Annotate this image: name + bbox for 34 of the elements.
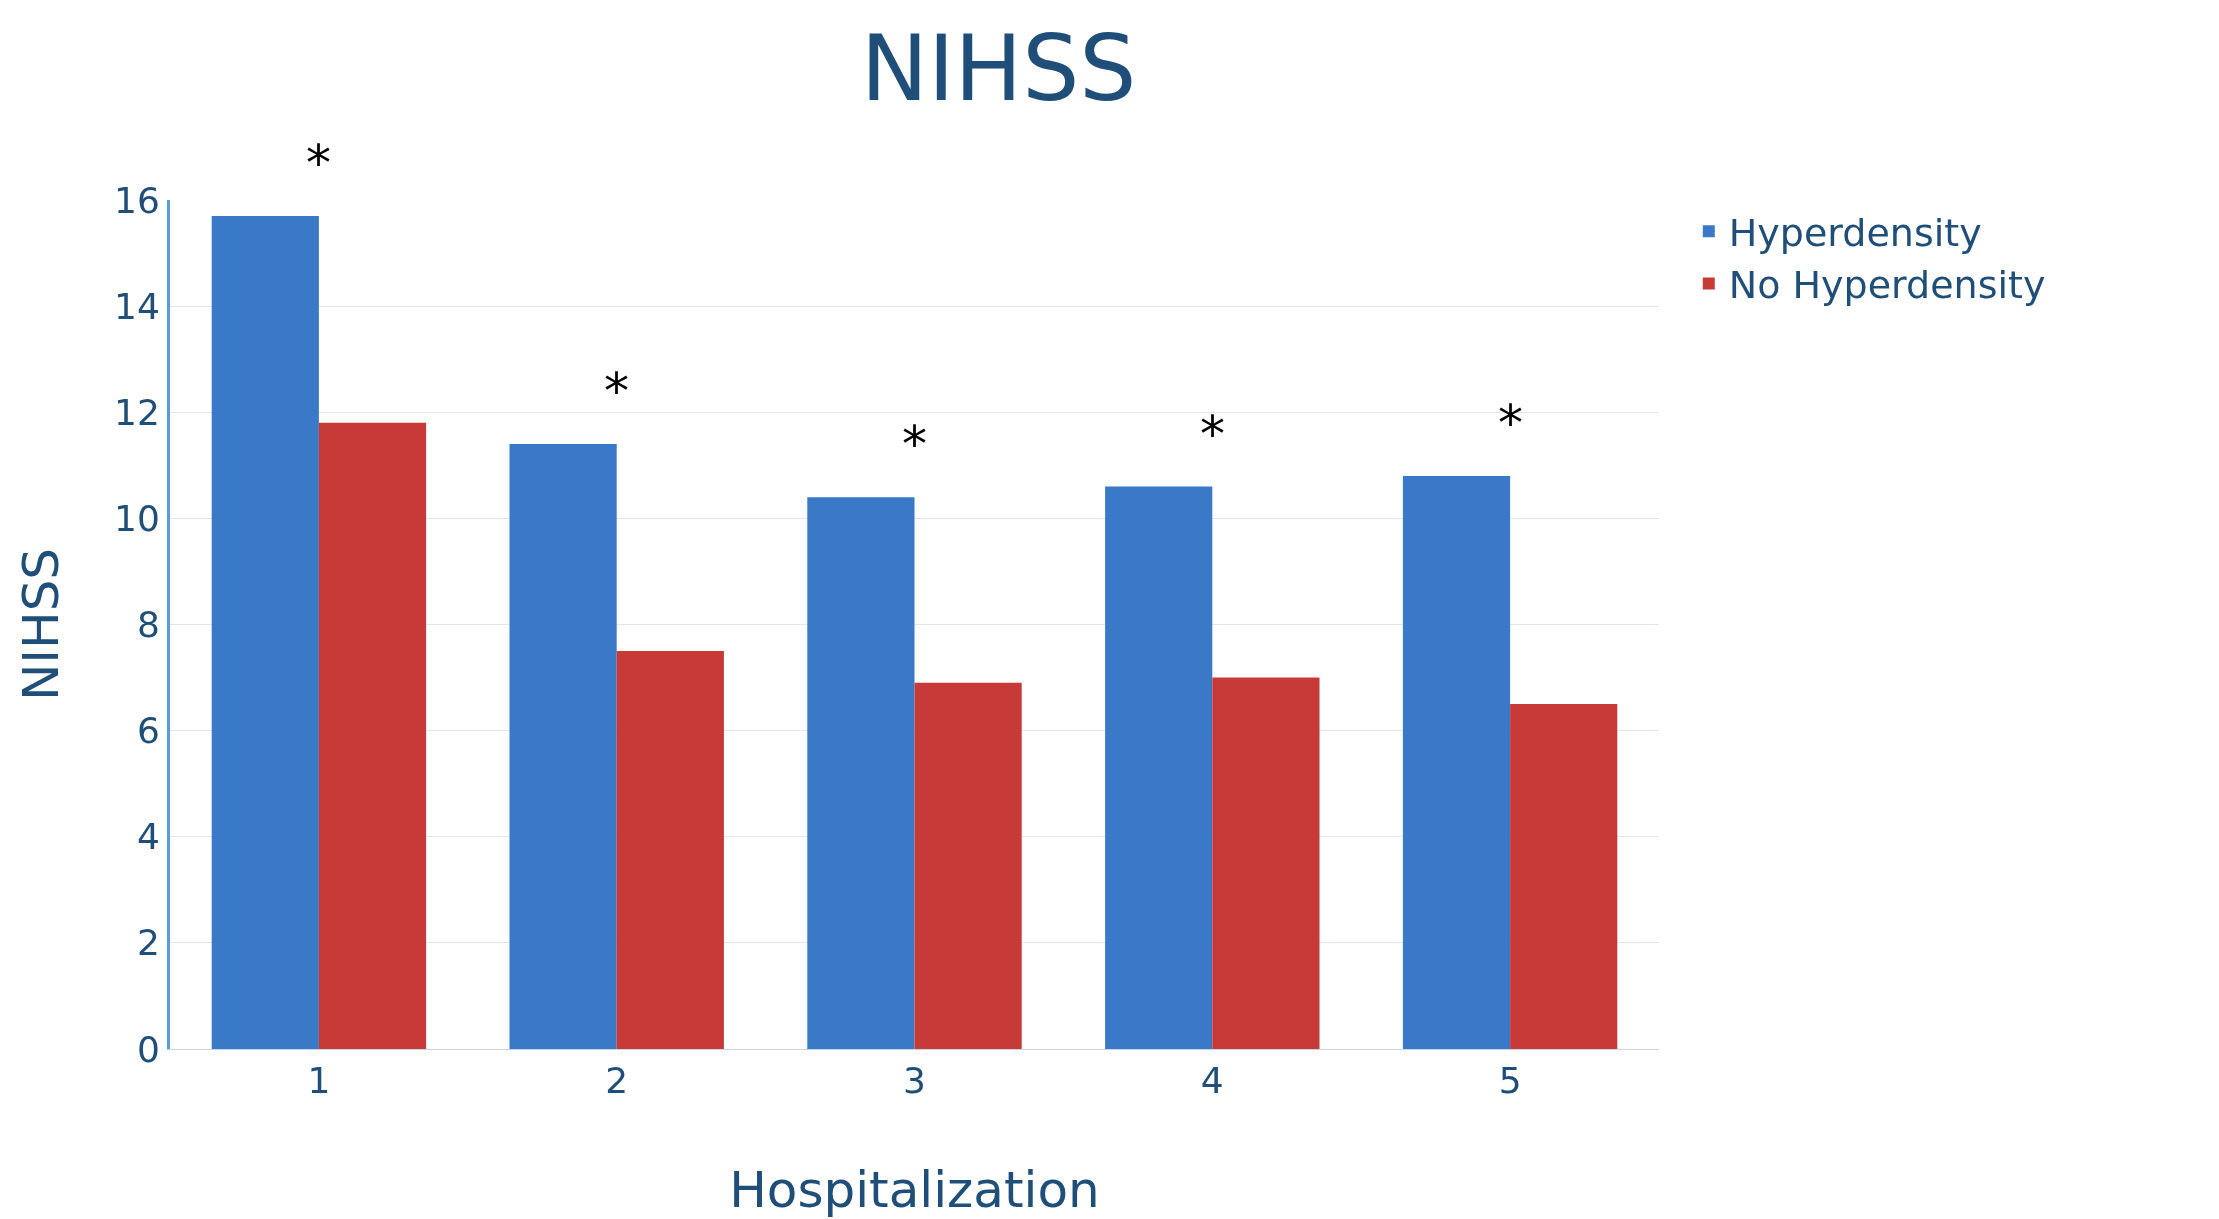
bar [318, 422, 427, 1049]
y-tick-label: 16 [113, 179, 160, 221]
y-tick-label: 0 [136, 1028, 160, 1070]
x-tick-label: 5 [1498, 1060, 1522, 1102]
x-tick-label: 4 [1200, 1060, 1224, 1102]
x-axis-title: Hospitalization [729, 1161, 1100, 1219]
y-axis-title: NIHSS [12, 547, 70, 702]
x-tick-label: 2 [605, 1060, 629, 1102]
y-tick-label: 8 [136, 604, 160, 646]
annotation: * [604, 362, 629, 420]
bar [807, 497, 915, 1049]
bar [509, 444, 617, 1049]
y-tick-label: 4 [136, 816, 160, 858]
x-tick-label: 3 [903, 1060, 926, 1102]
bar [1212, 677, 1320, 1049]
bar [616, 651, 724, 1049]
y-tick-label: 10 [113, 497, 160, 539]
legend-label: No Hyperdensity [1728, 263, 2046, 308]
y-tick-label: 6 [136, 710, 160, 752]
bar [211, 215, 319, 1049]
legend-label: Hyperdensity [1728, 211, 1982, 256]
bar [914, 682, 1022, 1049]
bar [1402, 475, 1511, 1049]
annotation: * [1200, 405, 1225, 463]
annotation: * [902, 415, 927, 473]
chart-title: NIHSS [860, 15, 1137, 121]
bar [1510, 704, 1618, 1049]
x-tick-label: 1 [307, 1060, 331, 1102]
annotation: * [1498, 394, 1523, 452]
y-tick-label: 12 [113, 391, 160, 433]
y-tick-label: 14 [113, 285, 160, 327]
bar [1105, 486, 1213, 1049]
y-tick-label: 2 [136, 922, 160, 964]
text: * [306, 134, 331, 192]
